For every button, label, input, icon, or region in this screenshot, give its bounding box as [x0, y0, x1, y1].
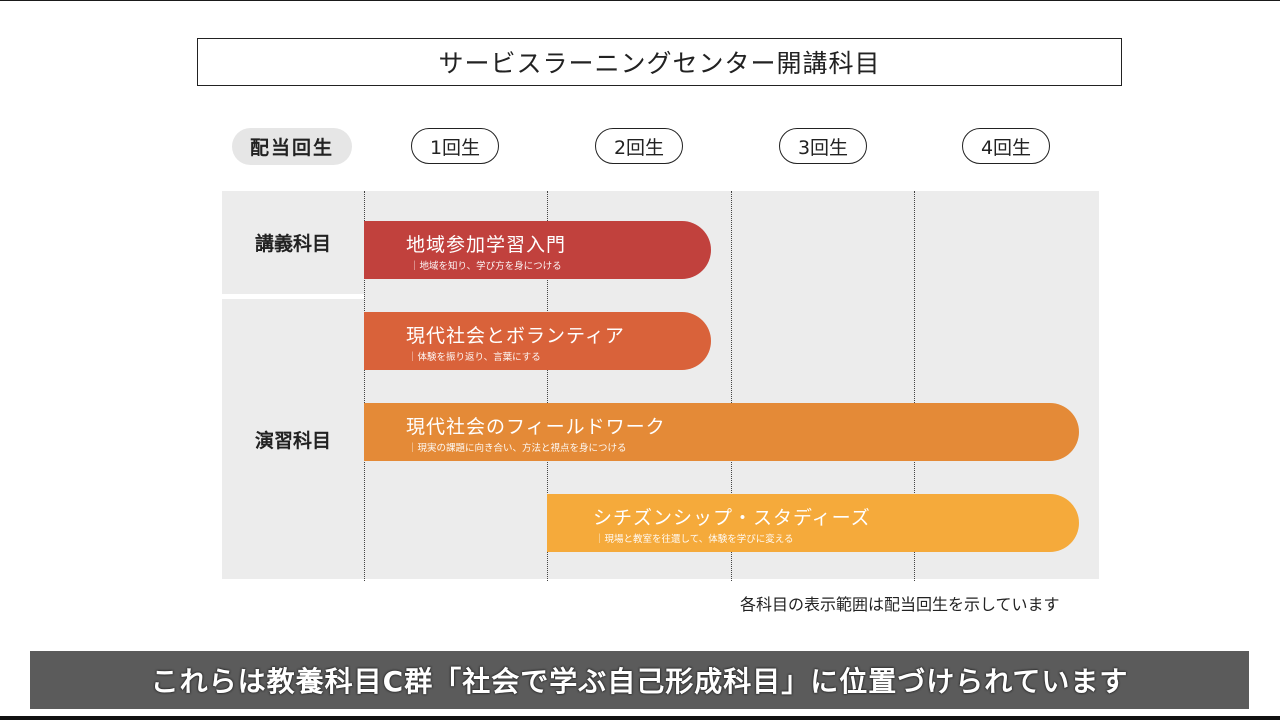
year-pill-1: 1回生	[411, 128, 499, 164]
bottom-border	[0, 716, 1280, 720]
course-bar-citizenship: シチズンシップ・スタディーズ ｜現場と教室を往還して、体験を学びに変える	[547, 494, 1079, 552]
category-label-lecture: 講義科目	[254, 233, 331, 255]
grade-header: 配当回生	[232, 128, 352, 165]
subtitle-caption: これらは教養科目C群「社会で学ぶ自己形成科目」に位置づけられています	[30, 651, 1249, 709]
course-title: 現代社会のフィールドワーク	[406, 416, 666, 438]
year-divider-3	[731, 191, 732, 581]
top-border	[0, 0, 1280, 1]
year-divider-2	[547, 191, 548, 581]
category-separator	[222, 294, 364, 299]
course-bar-chiiki: 地域参加学習入門 ｜地域を知り、学び方を身につける	[364, 221, 711, 279]
course-bar-fieldwork: 現代社会のフィールドワーク ｜現実の課題に向き合い、方法と視点を身につける	[364, 403, 1079, 461]
year-pill-4: 4回生	[962, 128, 1050, 164]
course-subtitle: ｜地域を知り、学び方を身につける	[410, 261, 562, 272]
year-pill-2: 2回生	[595, 128, 683, 164]
course-title: シチズンシップ・スタディーズ	[593, 507, 871, 529]
year-divider-1	[364, 191, 365, 581]
course-subtitle: ｜現場と教室を往還して、体験を学びに変える	[595, 534, 794, 545]
course-subtitle: ｜体験を振り返り、言葉にする	[408, 352, 541, 363]
category-label-practice: 演習科目	[254, 429, 331, 452]
year-pill-3: 3回生	[779, 128, 867, 164]
course-subtitle: ｜現実の課題に向き合い、方法と視点を身につける	[408, 443, 627, 454]
course-title: 現代社会とボランティア	[406, 325, 625, 347]
range-note: 各科目の表示範囲は配当回生を示しています	[740, 595, 1060, 614]
page-title: サービスラーニングセンター開講科目	[197, 38, 1122, 86]
year-divider-4	[914, 191, 915, 581]
course-bar-volunteer: 現代社会とボランティア ｜体験を振り返り、言葉にする	[364, 312, 711, 370]
course-title: 地域参加学習入門	[406, 234, 567, 256]
